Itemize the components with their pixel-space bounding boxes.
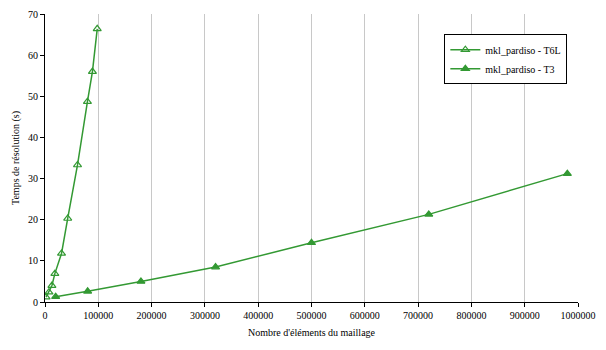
svg-text:0: 0 bbox=[33, 297, 38, 308]
svg-text:50: 50 bbox=[28, 91, 38, 102]
svg-text:700000: 700000 bbox=[403, 310, 433, 321]
svg-text:mkl_pardiso - T3: mkl_pardiso - T3 bbox=[485, 64, 554, 75]
svg-text:30: 30 bbox=[28, 173, 38, 184]
svg-text:mkl_pardiso - T6L: mkl_pardiso - T6L bbox=[485, 45, 560, 56]
svg-text:900000: 900000 bbox=[510, 310, 540, 321]
svg-text:1000000: 1000000 bbox=[561, 310, 596, 321]
svg-text:200000: 200000 bbox=[137, 310, 167, 321]
svg-text:100000: 100000 bbox=[83, 310, 113, 321]
svg-text:300000: 300000 bbox=[190, 310, 220, 321]
svg-text:400000: 400000 bbox=[243, 310, 273, 321]
svg-text:500000: 500000 bbox=[297, 310, 327, 321]
svg-text:60: 60 bbox=[28, 50, 38, 61]
svg-text:70: 70 bbox=[28, 9, 38, 20]
svg-text:800000: 800000 bbox=[456, 310, 486, 321]
svg-text:Temps de résolution (s): Temps de résolution (s) bbox=[10, 111, 22, 205]
svg-text:Nombre d'éléments du maillage: Nombre d'éléments du maillage bbox=[248, 327, 376, 338]
svg-text:40: 40 bbox=[28, 132, 38, 143]
svg-text:20: 20 bbox=[28, 214, 38, 225]
svg-text:0: 0 bbox=[43, 310, 48, 321]
svg-text:600000: 600000 bbox=[350, 310, 380, 321]
svg-text:10: 10 bbox=[28, 255, 38, 266]
